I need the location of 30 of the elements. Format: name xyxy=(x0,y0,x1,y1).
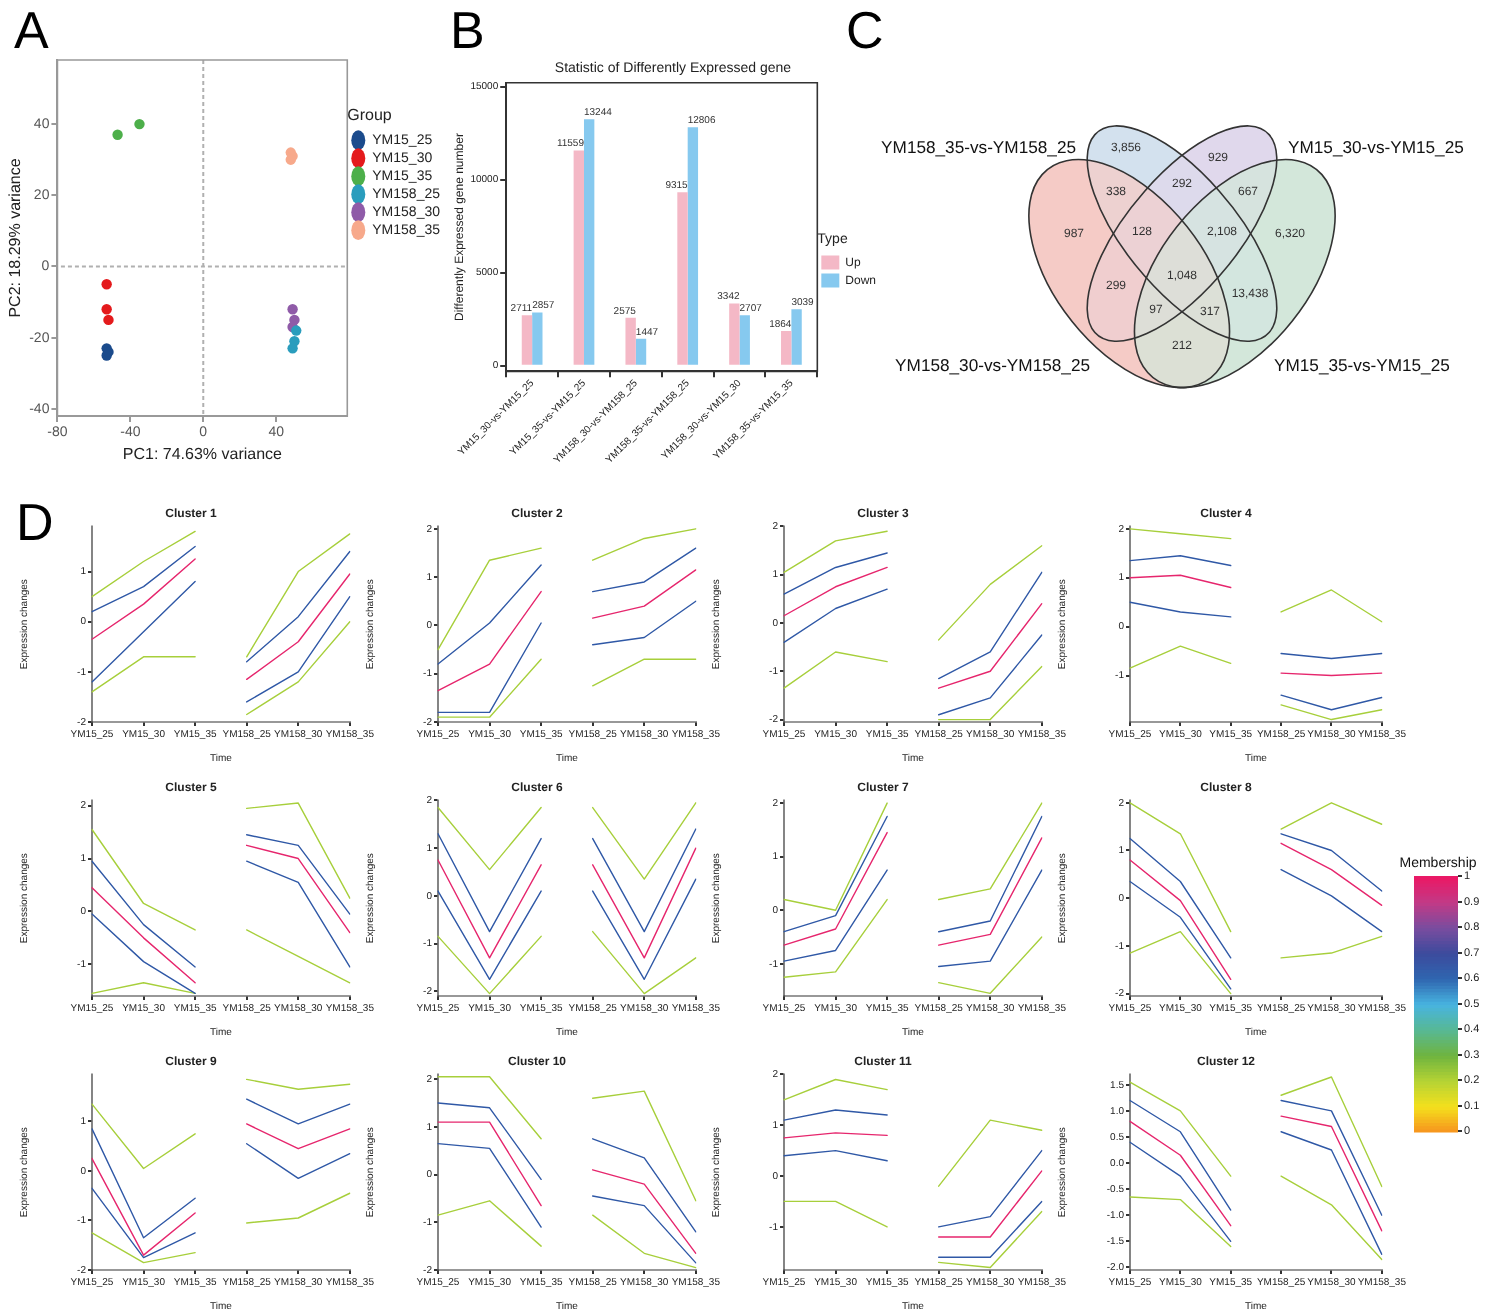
text: YM158_30-vs-YM158_25 xyxy=(895,354,1091,375)
y-axis-title: PC2: 18.29% variance xyxy=(6,157,25,318)
bar xyxy=(739,315,750,365)
point xyxy=(101,304,112,315)
text: YM15_35-vs-YM15_25 xyxy=(1274,354,1451,375)
text: YM158_35-vs-YM158_25 xyxy=(881,136,1077,157)
point xyxy=(101,279,112,290)
bar xyxy=(781,331,792,365)
point xyxy=(103,314,114,326)
bar xyxy=(729,303,740,365)
bar xyxy=(625,317,636,365)
point xyxy=(287,304,298,315)
text: D xyxy=(16,492,54,552)
legend-title: Group xyxy=(347,106,393,125)
text: C xyxy=(846,0,884,60)
text: B xyxy=(450,0,485,60)
point xyxy=(112,129,123,140)
point xyxy=(287,343,298,354)
bar xyxy=(677,192,688,365)
bar xyxy=(791,309,802,365)
bar xyxy=(635,338,647,365)
x-axis-title: PC1: 74.63% variance xyxy=(122,444,284,463)
bar xyxy=(521,315,533,365)
point xyxy=(134,118,145,130)
bar xyxy=(573,150,584,365)
text: A xyxy=(14,0,49,60)
bar xyxy=(687,127,699,365)
bar xyxy=(532,312,543,365)
text: YM15_30-vs-YM15_25 xyxy=(1288,136,1465,157)
bar xyxy=(583,119,595,365)
